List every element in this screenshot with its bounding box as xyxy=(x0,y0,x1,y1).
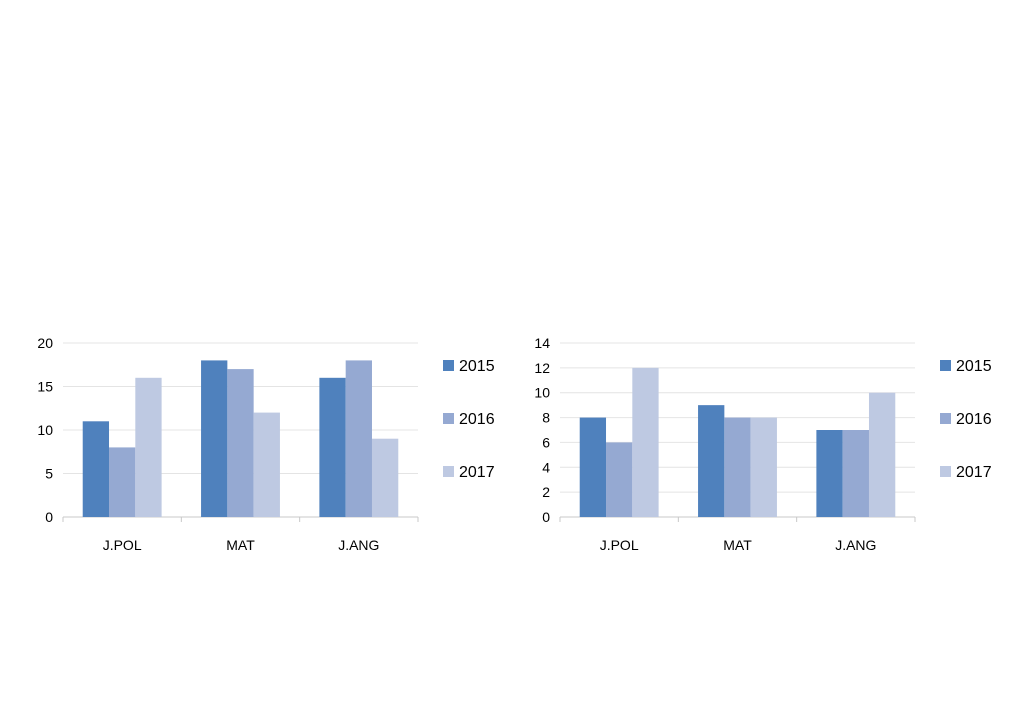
left-ytick-label: 10 xyxy=(37,422,53,438)
right-category-label: J.POL xyxy=(600,537,639,553)
left-legend-label-2017: 2017 xyxy=(459,464,495,481)
right-bar-jang-2016 xyxy=(842,430,869,517)
right-legend-swatch-2016 xyxy=(940,413,951,424)
right-legend-label-2017: 2017 xyxy=(956,464,992,481)
left-legend-swatch-2015 xyxy=(443,360,454,371)
right-legend-label-2016: 2016 xyxy=(956,411,992,428)
right-bar-jpol-2016 xyxy=(606,442,633,517)
right-ytick-label: 8 xyxy=(542,410,550,426)
right-legend-swatch-2015 xyxy=(940,360,951,371)
left-bar-jang-2016 xyxy=(345,360,372,517)
left-category-label: MAT xyxy=(226,537,255,553)
right-ytick-label: 14 xyxy=(534,335,550,351)
left-category-label: J.POL xyxy=(103,537,142,553)
left-legend-swatch-2016 xyxy=(443,413,454,424)
left-legend-label-2015: 2015 xyxy=(459,358,495,375)
right-ytick-label: 4 xyxy=(542,459,550,475)
right-ytick-label: 2 xyxy=(542,484,550,500)
right-ytick-label: 6 xyxy=(542,434,550,450)
right-bar-jang-2015 xyxy=(816,430,843,517)
right-bar-jpol-2015 xyxy=(579,417,607,517)
right-bar-jang-2017 xyxy=(868,392,896,517)
left-bar-mat-2016 xyxy=(227,369,254,517)
left-legend-label-2016: 2016 xyxy=(459,411,495,428)
left-bar-jpol-2016 xyxy=(109,447,136,517)
left-ytick-label: 0 xyxy=(45,509,53,525)
left-bar-chart: 0 5 10 15 20 J.POL MAT J.ANG 2015 2016 2017 xyxy=(37,335,495,553)
left-ytick-label: 20 xyxy=(37,335,53,351)
right-legend-swatch-2017 xyxy=(940,466,951,477)
left-bar-mat-2017 xyxy=(253,412,280,517)
left-bar-jpol-2015 xyxy=(82,421,110,517)
right-category-label: MAT xyxy=(723,537,752,553)
right-ytick-label: 0 xyxy=(542,509,550,525)
right-ytick-label: 10 xyxy=(534,385,550,401)
left-bar-jang-2017 xyxy=(371,438,399,517)
right-bar-mat-2015 xyxy=(698,405,725,517)
left-legend-swatch-2017 xyxy=(443,466,454,477)
right-category-label: J.ANG xyxy=(835,537,876,553)
right-bar-chart: 0 2 4 6 8 10 12 14 J.POL MAT J.ANG 2015 2016 2017 xyxy=(534,335,992,553)
left-ytick-label: 15 xyxy=(37,379,53,395)
left-bar-jpol-2017 xyxy=(135,377,162,517)
left-bar-jang-2015 xyxy=(319,377,346,517)
left-ytick-label: 5 xyxy=(45,466,53,482)
right-bar-mat-2017 xyxy=(750,417,777,517)
left-bar-mat-2015 xyxy=(201,360,228,517)
right-bar-mat-2016 xyxy=(724,417,751,517)
right-bar-jpol-2017 xyxy=(632,367,659,517)
left-category-label: J.ANG xyxy=(338,537,379,553)
right-ytick-label: 12 xyxy=(534,360,550,376)
right-legend-label-2015: 2015 xyxy=(956,358,992,375)
